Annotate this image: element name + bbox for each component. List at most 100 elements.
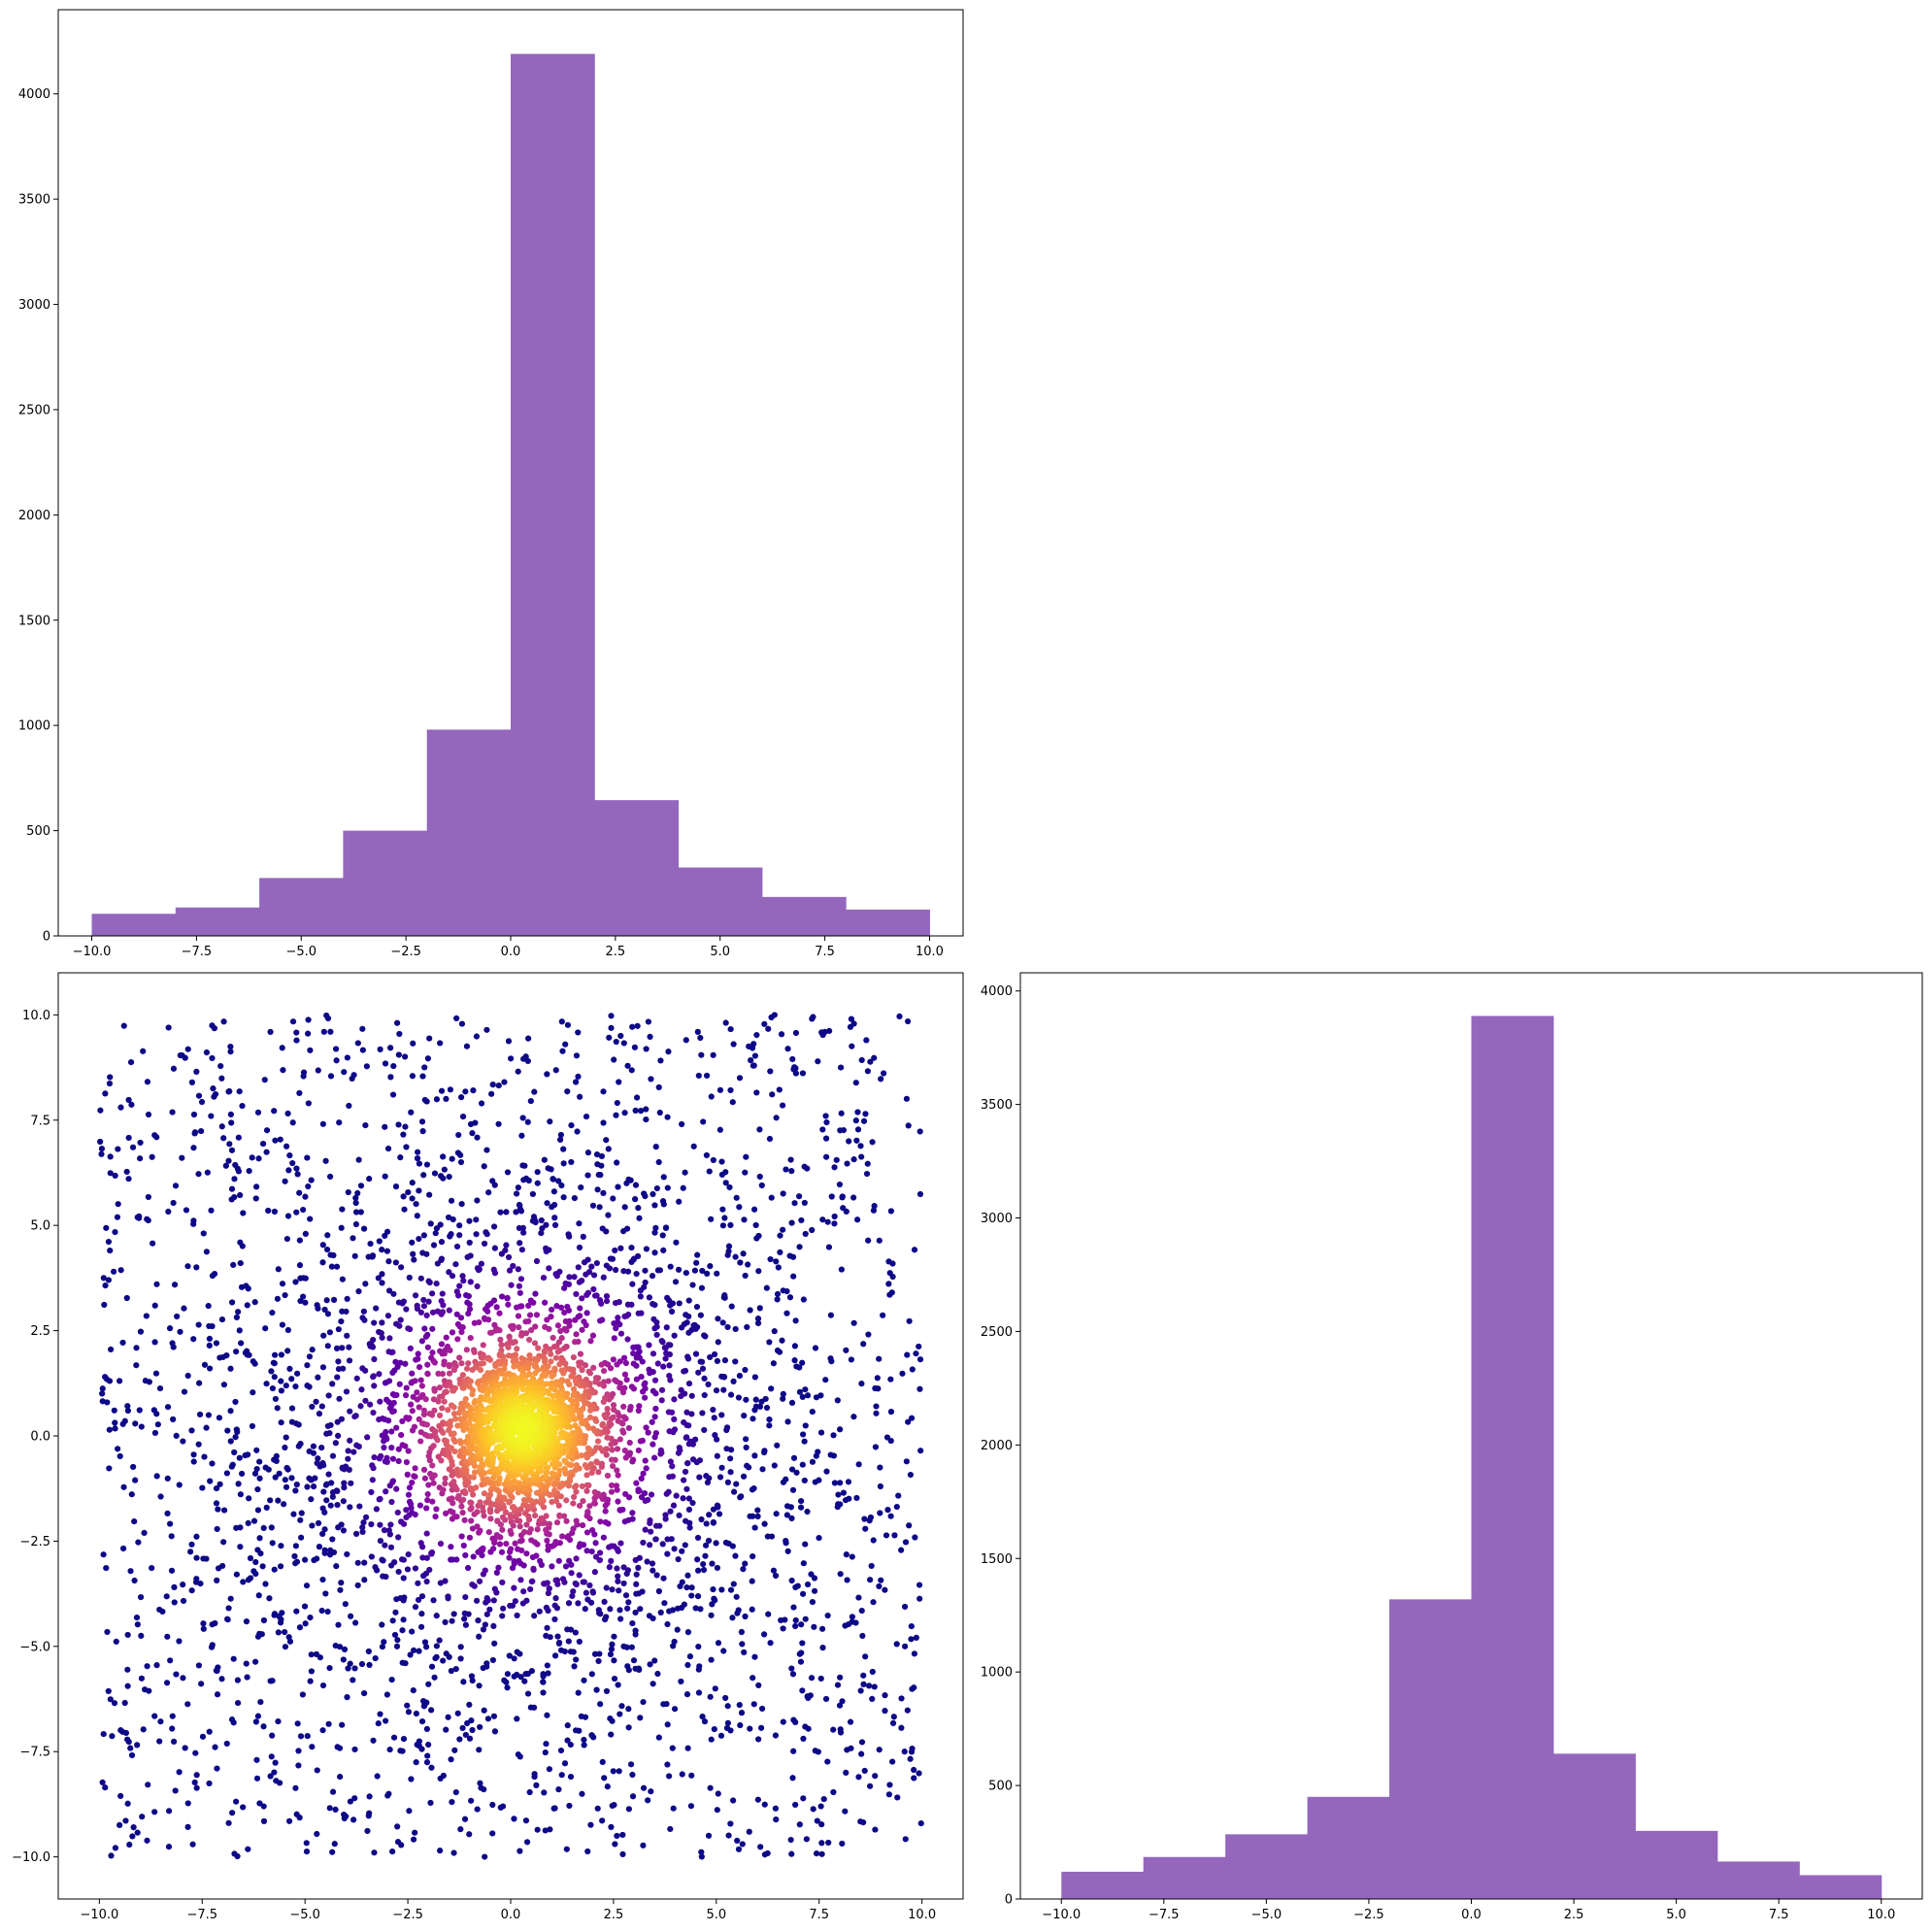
scatter-point bbox=[745, 1261, 751, 1268]
scatter-point bbox=[792, 1622, 799, 1630]
scatter-point bbox=[225, 1819, 232, 1826]
scatter-point bbox=[799, 1359, 806, 1366]
scatter-point bbox=[130, 1463, 137, 1471]
scatter-point bbox=[375, 1720, 382, 1727]
scatter-point bbox=[590, 1272, 598, 1279]
scatter-point bbox=[761, 1520, 768, 1527]
scatter-point bbox=[469, 1391, 476, 1398]
scatter-point bbox=[514, 1649, 520, 1655]
scatter-point bbox=[395, 1534, 402, 1541]
scatter-point bbox=[760, 1449, 768, 1456]
scatter-point bbox=[544, 1580, 550, 1586]
scatter-point bbox=[593, 1458, 600, 1465]
scatter-point bbox=[489, 1801, 496, 1809]
scatter-point bbox=[655, 1734, 662, 1741]
scatter-point bbox=[683, 1434, 689, 1441]
scatter-point bbox=[424, 1055, 432, 1062]
scatter-point bbox=[749, 1416, 756, 1422]
scatter-point bbox=[392, 1609, 399, 1616]
scatter-point bbox=[190, 1220, 197, 1227]
scatter-point bbox=[635, 1407, 642, 1415]
scatter-point bbox=[463, 1365, 471, 1372]
scatter-point bbox=[563, 1846, 570, 1852]
scatter-point bbox=[660, 1575, 667, 1582]
scatter-point bbox=[291, 1552, 298, 1560]
scatter-point bbox=[729, 1099, 736, 1106]
scatter-point bbox=[628, 1258, 635, 1265]
scatter-point bbox=[255, 1155, 262, 1162]
scatter-point bbox=[276, 1470, 283, 1477]
scatter-point bbox=[477, 1499, 483, 1506]
scatter-point bbox=[193, 1533, 200, 1540]
scatter-point bbox=[377, 1495, 383, 1503]
scatter-point bbox=[170, 1199, 177, 1207]
scatter-point bbox=[692, 1436, 699, 1443]
scatter-point bbox=[277, 1136, 283, 1143]
scatter-point bbox=[680, 1184, 686, 1191]
scatter-point bbox=[811, 1587, 818, 1594]
scatter-point bbox=[586, 1370, 593, 1377]
scatter-point bbox=[737, 1259, 744, 1266]
scatter-point bbox=[285, 1634, 292, 1641]
scatter-point bbox=[755, 1682, 762, 1689]
scatter-point bbox=[400, 1575, 407, 1582]
scatter-point bbox=[667, 1302, 674, 1309]
scatter-point bbox=[567, 1469, 575, 1476]
scatter-point bbox=[275, 1629, 282, 1636]
scatter-point bbox=[181, 1305, 187, 1312]
scatter-point bbox=[862, 1653, 869, 1660]
scatter-point bbox=[432, 1230, 439, 1237]
scatter-point bbox=[867, 1058, 874, 1065]
scatter-point bbox=[231, 1449, 238, 1456]
scatter-point bbox=[388, 1445, 395, 1451]
scatter-point bbox=[229, 1299, 236, 1306]
scatter-point bbox=[309, 1347, 316, 1353]
scatter-point bbox=[732, 1552, 739, 1559]
scatter-point bbox=[314, 1555, 320, 1562]
scatter-point bbox=[443, 1334, 450, 1341]
scatter-point bbox=[429, 1498, 436, 1505]
scatter-point bbox=[790, 1716, 797, 1723]
scatter-point bbox=[642, 1394, 649, 1401]
scatter-point bbox=[818, 1840, 825, 1847]
scatter-point bbox=[637, 1287, 644, 1294]
scatter-point bbox=[789, 1486, 797, 1493]
scatter-point bbox=[254, 1485, 261, 1493]
scatter-point bbox=[546, 1265, 552, 1272]
scatter-point bbox=[244, 1302, 250, 1309]
scatter-point bbox=[611, 1675, 618, 1682]
scatter-point bbox=[252, 1570, 259, 1578]
scatter-point bbox=[443, 1388, 450, 1395]
scatter-point bbox=[507, 1512, 514, 1518]
scatter-point bbox=[590, 1285, 597, 1293]
scatter-point bbox=[613, 1325, 619, 1332]
scatter-point bbox=[902, 1643, 909, 1649]
scatter-point bbox=[439, 1371, 447, 1378]
scatter-point bbox=[203, 1049, 211, 1056]
scatter-point bbox=[431, 1472, 438, 1479]
scatter-point bbox=[420, 1303, 428, 1310]
scatter-point bbox=[254, 1109, 262, 1116]
scatter-point bbox=[591, 1416, 599, 1422]
scatter-point bbox=[673, 1492, 680, 1499]
scatter-point bbox=[310, 1483, 317, 1490]
scatter-point bbox=[228, 1716, 236, 1723]
scatter-point bbox=[489, 1535, 496, 1542]
scatter-point bbox=[754, 1507, 761, 1514]
scatter-point bbox=[304, 1154, 311, 1161]
scatter-point bbox=[157, 1718, 164, 1725]
scatter-point bbox=[320, 1488, 327, 1495]
scatter-point bbox=[658, 1397, 665, 1404]
scatter-point bbox=[663, 1324, 670, 1331]
scatter-point bbox=[426, 1191, 433, 1198]
scatter-point bbox=[326, 1805, 333, 1812]
scatter-point bbox=[247, 1575, 254, 1582]
scatter-point bbox=[694, 1251, 701, 1258]
scatter-point bbox=[562, 1317, 569, 1325]
scatter-point bbox=[308, 1651, 315, 1658]
scatter-point bbox=[616, 1587, 622, 1594]
scatter-point bbox=[243, 1618, 250, 1625]
scatter-point bbox=[788, 1466, 796, 1473]
scatter-point bbox=[165, 1024, 172, 1031]
scatter-point bbox=[627, 1761, 635, 1768]
